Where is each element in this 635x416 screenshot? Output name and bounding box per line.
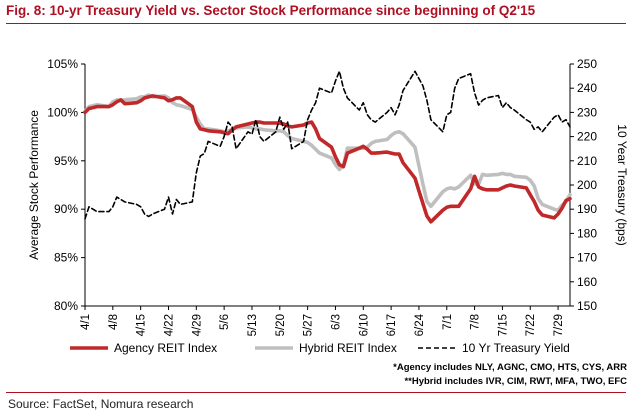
- y2-tick-label: 220: [577, 130, 597, 144]
- x-tick-label: 6/3: [330, 314, 342, 330]
- y-tick-label: 90%: [54, 202, 78, 216]
- y2-axis-title: 10 Year Treasury (bps): [615, 124, 629, 245]
- y2-tick-label: 210: [577, 154, 597, 168]
- y2-tick-label: 190: [577, 202, 597, 216]
- x-tick-label: 6/17: [386, 314, 398, 336]
- x-tick-label: 5/20: [275, 314, 287, 336]
- title-divider: [6, 23, 626, 24]
- bottom-divider: [6, 392, 626, 393]
- x-tick-label: 4/15: [136, 314, 148, 336]
- y-tick-label: 100%: [47, 105, 78, 119]
- x-tick-label: 7/22: [525, 314, 537, 336]
- x-tick-label: 4/29: [191, 314, 203, 336]
- x-tick-label: 5/6: [219, 314, 231, 330]
- figure-title: Fig. 8: 10-yr Treasury Yield vs. Sector …: [6, 3, 536, 18]
- treasury-yield-line: [84, 70, 571, 220]
- y2-tick-label: 200: [577, 178, 597, 192]
- x-tick-label: 5/13: [247, 314, 259, 336]
- x-tick-label: 7/1: [442, 314, 454, 330]
- source-note: Source: FactSet, Nomura research: [8, 397, 194, 411]
- y2-tick-label: 180: [577, 226, 597, 240]
- x-tick-label: 7/8: [470, 314, 482, 330]
- x-tick-label: 4/8: [108, 314, 120, 330]
- y2-tick-label: 160: [577, 275, 597, 289]
- x-tick-label: 7/15: [497, 314, 509, 336]
- y-tick-label: 95%: [54, 154, 78, 168]
- x-tick-label: 6/24: [414, 313, 426, 336]
- y2-tick-label: 240: [577, 81, 597, 95]
- y-tick-label: 80%: [54, 299, 78, 313]
- legend-agency-label: Agency REIT Index: [114, 341, 217, 355]
- x-tick-label: 6/10: [358, 314, 370, 336]
- footnote-hybrid: **Hybrid includes IVR, CIM, RWT, MFA, TW…: [404, 376, 627, 387]
- y2-tick-label: 170: [577, 251, 597, 265]
- y-tick-label: 85%: [54, 251, 78, 265]
- y2-tick-label: 150: [577, 299, 597, 313]
- x-tick-label: 7/29: [553, 314, 565, 336]
- agency-reit-line: [83, 94, 572, 224]
- y-tick-label: 105%: [47, 57, 78, 71]
- y2-tick-label: 250: [577, 57, 597, 71]
- x-tick-label: 5/27: [303, 314, 315, 336]
- y-axis-title: Average Stock Performance: [27, 110, 41, 260]
- y2-tick-label: 230: [577, 105, 597, 119]
- x-tick-label: 4/22: [163, 314, 175, 336]
- footnote-agency: *Agency includes NLY, AGNC, CMO, HTS, CY…: [393, 362, 627, 373]
- x-tick-label: 4/1: [80, 314, 92, 330]
- legend-hybrid-label: Hybrid REIT Index: [299, 341, 397, 355]
- legend-treasury-label: 10 Yr Treasury Yield: [462, 341, 570, 355]
- hybrid-reit-line: [83, 93, 572, 212]
